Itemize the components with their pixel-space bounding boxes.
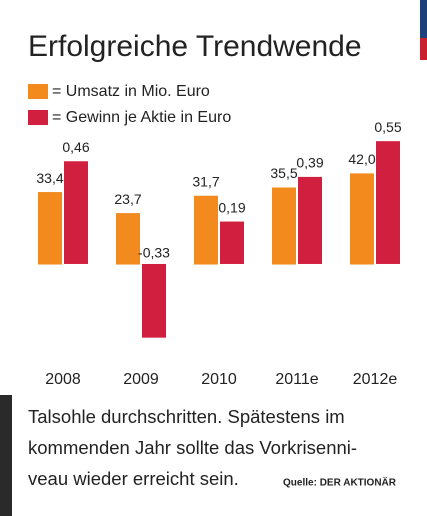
x-tick-label: 2012e	[353, 371, 398, 388]
legend-swatch	[28, 110, 48, 125]
value-label: 0,55	[374, 119, 401, 135]
value-label: 23,7	[114, 191, 141, 207]
value-label: 31,7	[192, 173, 219, 189]
bar	[376, 141, 400, 264]
value-label: 0,46	[62, 139, 89, 155]
bar	[194, 195, 218, 265]
x-tick-label: 2008	[45, 371, 81, 388]
caption-line: kommenden Jahr sollte das Vorkrisenni-	[28, 437, 357, 458]
bar	[142, 263, 166, 338]
edge-photo	[0, 395, 12, 516]
bar	[220, 221, 244, 264]
value-label: -0,33	[138, 245, 170, 261]
value-label: 0,39	[296, 155, 323, 171]
edge-mark	[420, 38, 427, 60]
caption-line: Talsohle durchschritten. Spätestens im	[28, 406, 345, 427]
bar	[64, 161, 88, 264]
value-label: 35,5	[270, 165, 297, 181]
legend-swatch	[28, 84, 48, 99]
edge-mark	[420, 0, 427, 38]
caption-line: veau wieder erreicht sein.	[28, 468, 239, 489]
value-label: 42,0	[348, 151, 375, 167]
bar	[350, 173, 374, 265]
bar	[298, 176, 322, 264]
value-label: 33,4	[36, 170, 63, 186]
legend-label: = Umsatz in Mio. Euro	[52, 83, 210, 100]
legend-label: = Gewinn je Aktie in Euro	[52, 109, 231, 126]
x-tick-label: 2011e	[275, 371, 318, 388]
source: Quelle: DER AKTIONÄR	[283, 476, 397, 489]
chart-title: Erfolgreiche Trendwende	[28, 30, 362, 63]
value-label: 0,19	[218, 199, 245, 215]
x-tick-label: 2010	[201, 371, 237, 388]
bar	[116, 213, 140, 265]
bar	[272, 187, 296, 265]
bar	[38, 192, 62, 265]
x-tick-label: 2009	[123, 371, 159, 388]
